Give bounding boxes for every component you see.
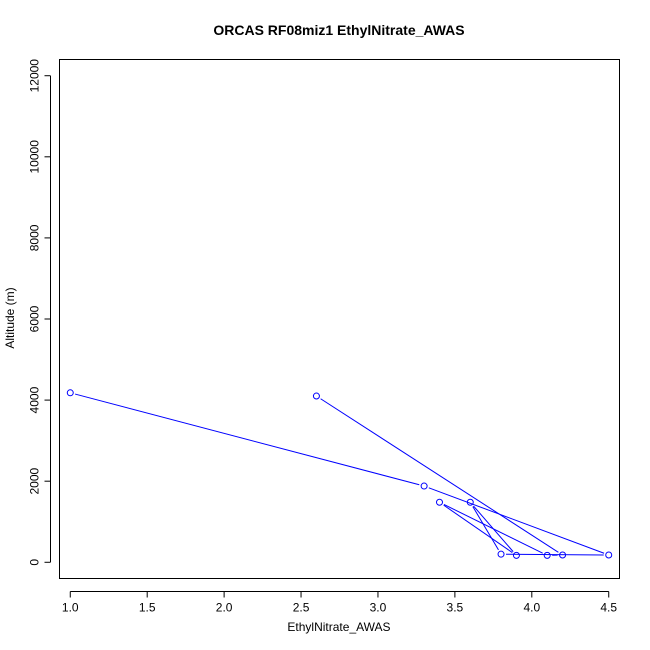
y-axis: 0 2000 4000 6000 8000 10000 12000 bbox=[28, 59, 51, 566]
data-point bbox=[420, 482, 428, 490]
x-tick-label: 2.5 bbox=[293, 601, 310, 615]
data-point bbox=[466, 498, 474, 506]
data-point bbox=[312, 392, 320, 400]
data-point bbox=[605, 551, 613, 559]
data-point bbox=[559, 551, 567, 559]
data-point bbox=[66, 389, 74, 397]
y-tick-label: 0 bbox=[28, 559, 42, 566]
y-tick-label: 2000 bbox=[28, 468, 42, 495]
x-axis-label: EthylNitrate_AWAS bbox=[287, 620, 390, 634]
x-tick-label: 3.5 bbox=[447, 601, 464, 615]
x-tick-label: 3.0 bbox=[370, 601, 387, 615]
series-line-segment bbox=[472, 506, 499, 551]
series-line-segment bbox=[473, 505, 514, 552]
series-line-segment bbox=[320, 398, 559, 553]
series-line-segment bbox=[428, 487, 605, 554]
y-tick-label: 6000 bbox=[28, 305, 42, 332]
plot-frame bbox=[59, 59, 620, 579]
data-point bbox=[543, 551, 551, 559]
y-tick-label: 10000 bbox=[28, 140, 42, 174]
data-point bbox=[436, 498, 443, 506]
x-tick-label: 1.5 bbox=[139, 601, 156, 615]
series-line-segment bbox=[506, 553, 604, 556]
y-axis-label: Altitude (m) bbox=[3, 287, 17, 348]
x-tick-label: 1.0 bbox=[62, 601, 79, 615]
x-tick-label: 2.0 bbox=[216, 601, 233, 615]
data-point bbox=[497, 550, 505, 558]
y-tick-label: 8000 bbox=[28, 224, 42, 251]
data-point bbox=[512, 551, 520, 559]
chart-title: ORCAS RF08miz1 EthylNitrate_AWAS bbox=[213, 22, 464, 38]
x-tick-label: 4.0 bbox=[523, 601, 540, 615]
series-line-segment bbox=[443, 504, 513, 553]
x-tick-label: 4.5 bbox=[600, 601, 617, 615]
series-group bbox=[66, 389, 613, 559]
y-tick-label: 12000 bbox=[28, 59, 42, 93]
series-line-segment bbox=[74, 393, 420, 486]
y-tick-label: 4000 bbox=[28, 386, 42, 413]
x-axis: 1.0 1.5 2.0 2.5 3.0 3.5 4.0 4.5 bbox=[62, 591, 617, 615]
